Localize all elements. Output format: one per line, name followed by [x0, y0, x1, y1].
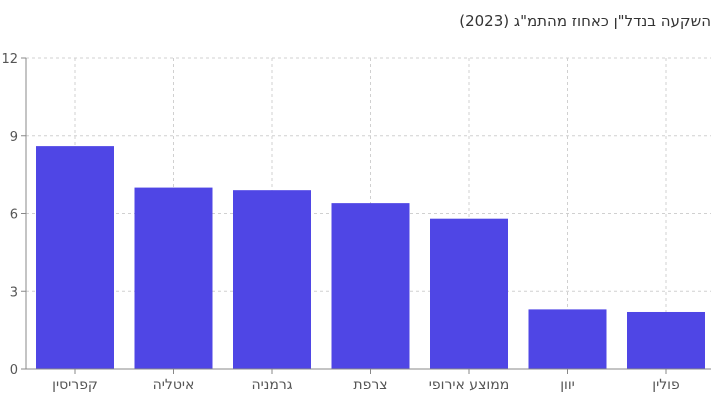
x-tick-label: איטליה	[153, 377, 195, 393]
x-tick-label: קפריסין	[52, 377, 98, 393]
y-tick-label: 3	[10, 285, 18, 300]
bar	[430, 218, 508, 369]
x-tick-label: ממוצע אירופי	[429, 377, 509, 393]
bar	[627, 311, 705, 369]
y-tick-label: 9	[10, 130, 18, 145]
bar	[331, 203, 410, 369]
y-tick-label: 12	[1, 52, 18, 67]
bar	[36, 146, 114, 369]
x-tick-label: פולין	[652, 377, 679, 393]
chart-title: השקעה בנדל"ן כאחוז מהתמ"ג (2023)	[459, 12, 711, 30]
bar	[134, 187, 213, 369]
bar	[233, 190, 311, 369]
x-tick-label: יוון	[560, 377, 575, 393]
axis-layer	[21, 57, 711, 374]
y-tick-label: 0	[10, 363, 18, 378]
bar-layer	[36, 146, 705, 369]
bar	[528, 309, 607, 369]
x-tick-label: צרפת	[353, 377, 387, 393]
y-tick-label: 6	[10, 208, 18, 223]
label-layer: 0 3 6 9 12 קפריסין איטליה גרמניה צרפת ממוצע אירופ…	[1, 52, 679, 393]
x-tick-label: גרמניה	[251, 377, 292, 393]
